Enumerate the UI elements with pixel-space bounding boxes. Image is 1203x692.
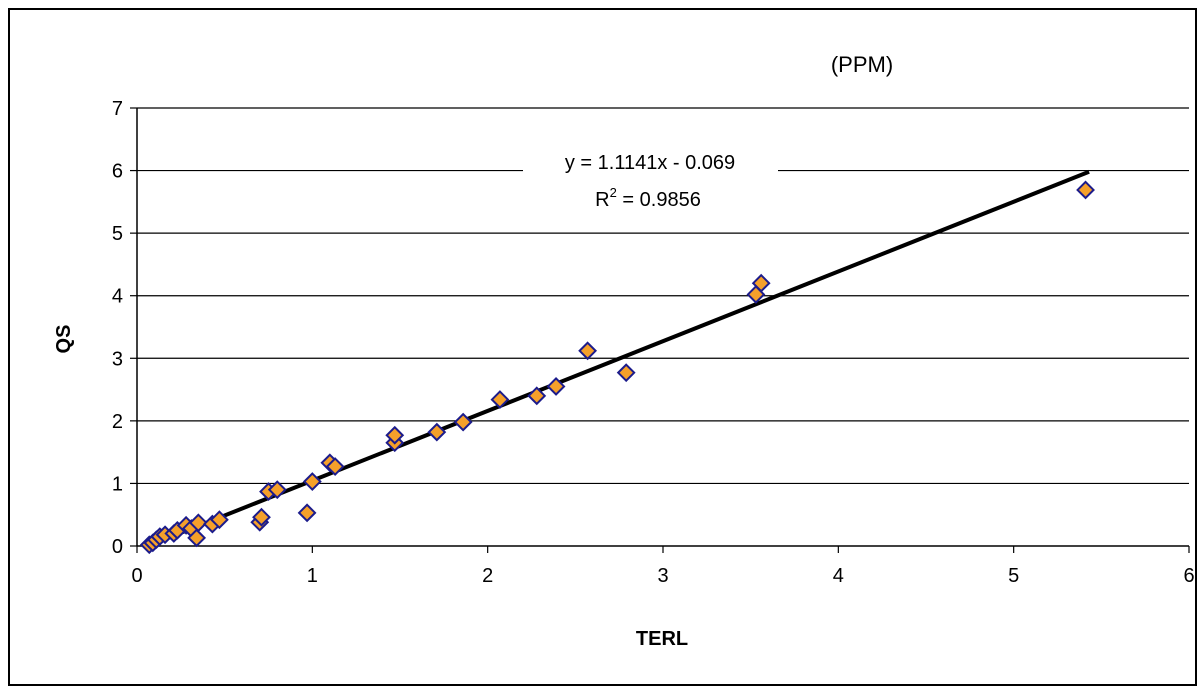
x-tick-label: 4: [833, 565, 844, 587]
y-tick-label: 7: [112, 98, 123, 120]
data-point: [385, 425, 405, 445]
equation-background: [523, 146, 778, 176]
unit-label: (PPM): [831, 52, 893, 77]
data-point: [546, 377, 566, 396]
y-axis-title: QS: [53, 325, 75, 354]
data-point: [325, 457, 345, 476]
data-point: [297, 503, 317, 523]
data-point: [427, 422, 447, 442]
y-tick-label: 1: [112, 473, 123, 495]
data-point: [188, 513, 208, 533]
x-tick-label: 6: [1183, 565, 1194, 587]
data-point: [1076, 180, 1095, 200]
data-point: [616, 363, 636, 383]
r-squared-label: R2 = 0.9856: [595, 185, 701, 211]
y-tick-label: 2: [112, 411, 123, 433]
r-squared-prefix: R: [595, 189, 609, 211]
y-tick-label: 3: [112, 348, 123, 370]
r-squared-value: = 0.9856: [617, 189, 701, 211]
trendline-equation: y = 1.1141x - 0.069: [565, 152, 735, 174]
x-tick-label: 1: [307, 565, 318, 587]
data-point: [578, 341, 598, 361]
r-squared-superscript: 2: [610, 185, 617, 200]
y-tick-label: 0: [112, 536, 123, 558]
tick-labels: 0 1 2 3 4 5 6 7 0 1 2 3 4 5 6: [112, 98, 1195, 587]
x-tick-label: 3: [657, 565, 668, 587]
data-point: [302, 472, 322, 491]
data-points: [139, 180, 1095, 555]
axis-layer: [130, 107, 1190, 553]
data-point: [209, 510, 229, 530]
data-point: [490, 390, 510, 409]
x-tick-label: 0: [131, 565, 142, 587]
y-tick-label: 5: [112, 223, 123, 245]
data-point: [252, 507, 271, 527]
x-axis-title: TERL: [636, 628, 688, 650]
data-point: [453, 412, 473, 432]
y-tick-label: 6: [112, 161, 123, 183]
data-point: [527, 386, 547, 406]
x-tick-label: 5: [1008, 565, 1019, 587]
x-tick-label: 2: [482, 565, 493, 587]
data-point: [267, 480, 287, 500]
data-point: [187, 528, 207, 548]
chart-frame: [8, 8, 1197, 686]
data-point: [751, 273, 771, 293]
y-tick-label: 4: [112, 286, 123, 308]
